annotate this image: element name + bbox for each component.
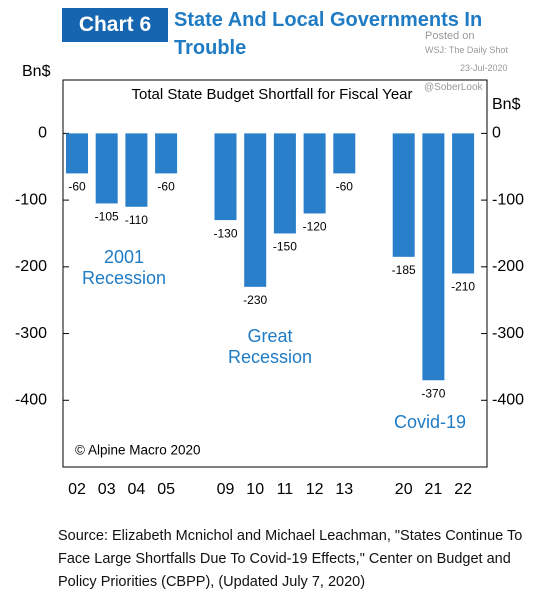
x-tick-label: 05 [157, 481, 175, 498]
bar [273, 133, 296, 234]
annotation: Recession [228, 347, 312, 367]
value-label: -150 [273, 240, 297, 254]
value-label: -130 [213, 226, 237, 240]
y-tick-label: -300 [15, 325, 47, 342]
y2-tick-label: -100 [492, 191, 524, 208]
bar [303, 133, 326, 214]
bar [333, 133, 356, 174]
bar [66, 133, 88, 174]
copyright: © Alpine Macro 2020 [75, 443, 201, 458]
x-tick-label: 02 [68, 481, 86, 498]
value-label: -370 [421, 386, 445, 400]
y2-tick-label: 0 [492, 125, 501, 142]
y2-tick-label: -400 [492, 391, 524, 408]
value-label: -60 [157, 180, 175, 194]
bar [95, 133, 118, 204]
x-tick-label: 04 [128, 481, 146, 498]
annotation: Great [247, 326, 292, 346]
axis-label: Bn$ [492, 96, 521, 113]
y-tick-label: 0 [38, 125, 47, 142]
chart-title: State And Local Governments In Trouble [174, 9, 483, 59]
value-label: -60 [68, 180, 86, 194]
watermark: @SoberLook [424, 82, 483, 93]
chart-badge: Chart 6 [62, 8, 168, 42]
x-tick-label: 10 [246, 481, 264, 498]
value-label: -120 [303, 220, 327, 234]
bar [125, 133, 148, 207]
value-label: -60 [336, 180, 354, 194]
annotation: Recession [82, 268, 166, 288]
bar [392, 133, 415, 257]
watermark: Posted on [425, 30, 475, 42]
y-tick-label: -400 [15, 391, 47, 408]
bar [452, 133, 475, 274]
x-tick-label: 12 [306, 481, 324, 498]
bar [155, 133, 178, 174]
x-tick-label: 21 [425, 481, 443, 498]
plot-frame [62, 79, 488, 468]
x-tick-label: 03 [98, 481, 116, 498]
annotation: 2001 [104, 247, 144, 267]
watermark: 23-Jul-2020 [460, 63, 508, 73]
value-label: -110 [125, 213, 148, 227]
y2-tick-label: -200 [492, 258, 524, 275]
bar [422, 133, 445, 381]
y-tick-label: -200 [15, 258, 47, 275]
chart-subtitle: Total State Budget Shortfall for Fiscal … [132, 86, 413, 103]
x-tick-label: 20 [395, 481, 413, 498]
value-label: -185 [392, 263, 416, 277]
annotation: Covid-19 [394, 412, 466, 432]
x-tick-label: 11 [277, 481, 294, 498]
x-tick-label: 09 [217, 481, 235, 498]
value-label: -230 [243, 293, 267, 307]
x-tick-label: 22 [454, 481, 472, 498]
bar [244, 133, 267, 287]
x-tick-label: 13 [335, 481, 353, 498]
value-label: -210 [451, 280, 475, 294]
bar [214, 133, 237, 221]
watermark: WSJ: The Daily Shot [425, 45, 508, 55]
y-tick-label: -100 [15, 191, 47, 208]
source-note: Source: Elizabeth Mcnichol and Michael L… [58, 528, 523, 590]
value-label: -105 [95, 210, 119, 224]
y2-tick-label: -300 [492, 325, 524, 342]
axis-label: Bn$ [22, 63, 51, 80]
